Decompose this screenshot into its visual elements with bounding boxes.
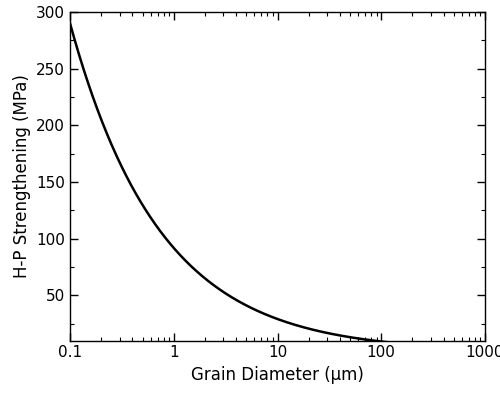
- X-axis label: Grain Diameter (μm): Grain Diameter (μm): [191, 366, 364, 384]
- Y-axis label: H-P Strengthening (MPa): H-P Strengthening (MPa): [12, 74, 30, 278]
